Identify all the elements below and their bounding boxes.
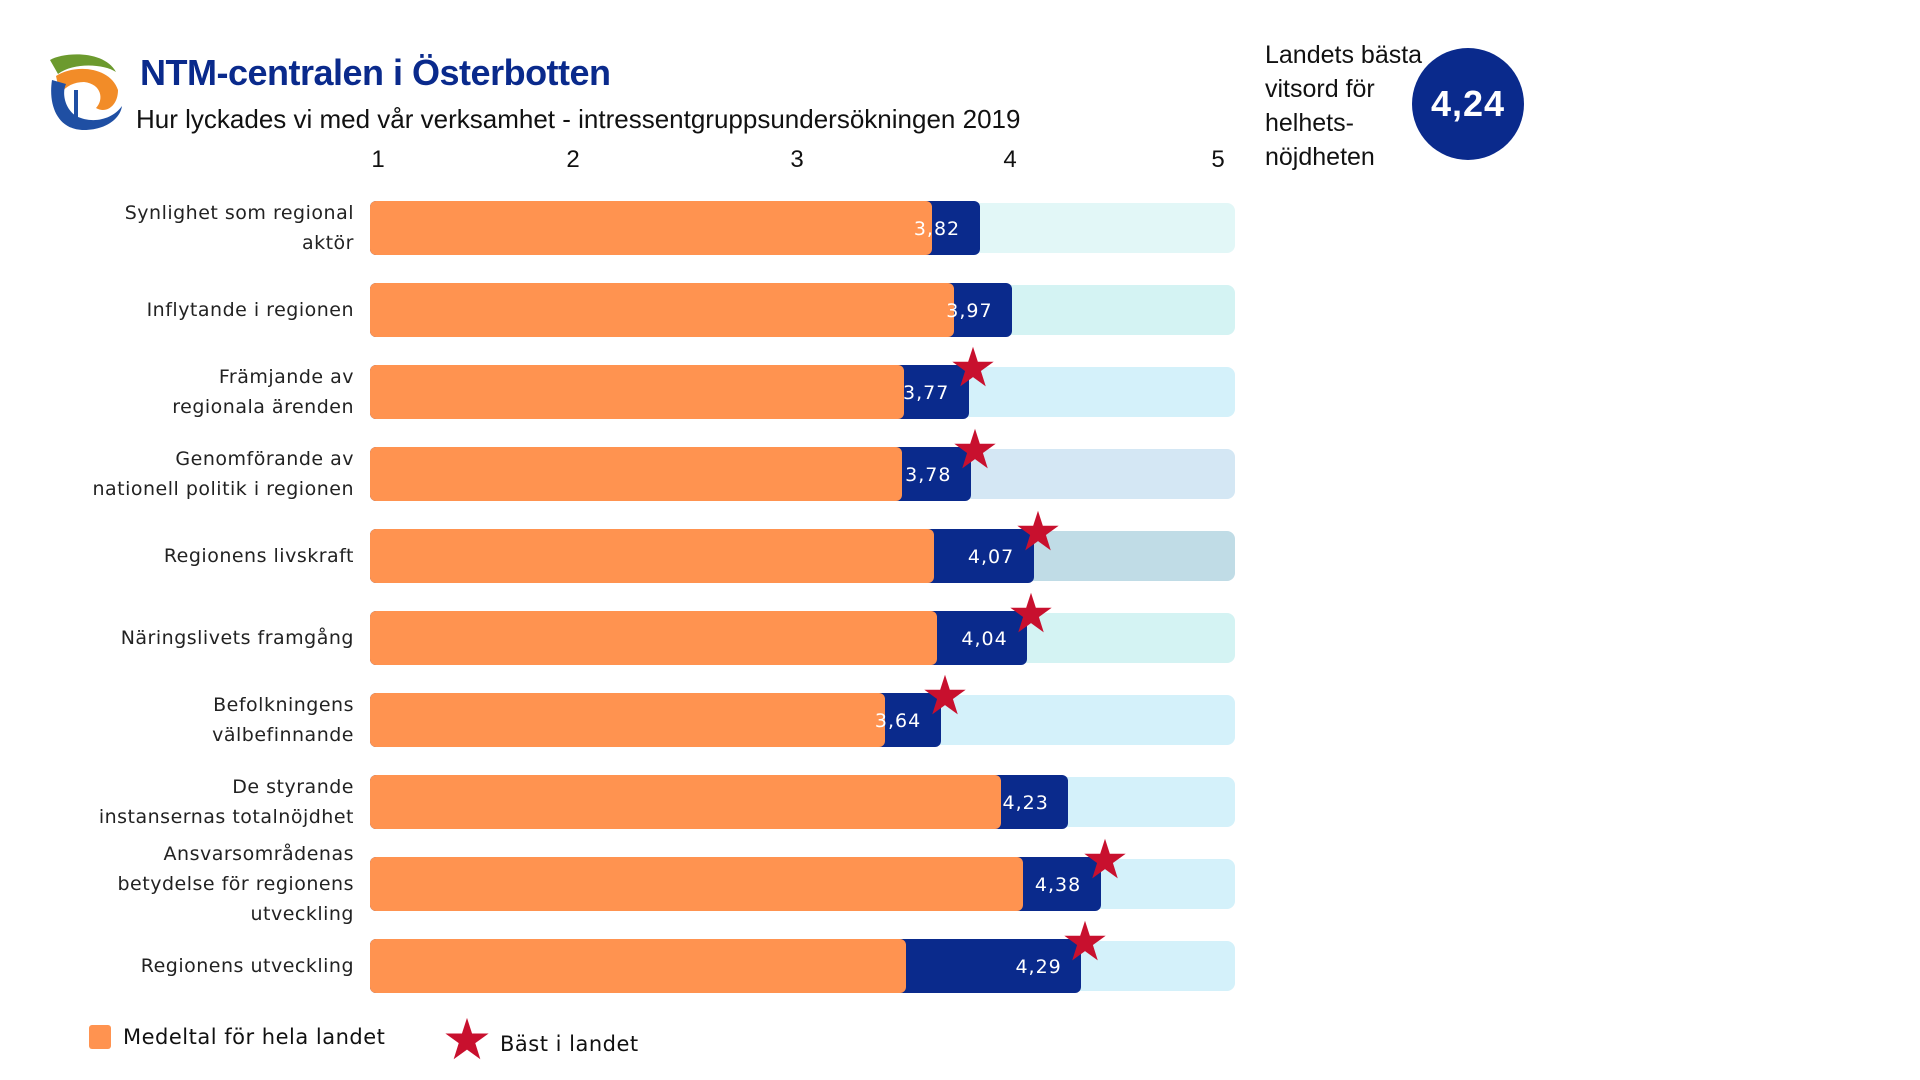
value-data-label: 4,04 bbox=[961, 628, 1008, 650]
average-bar bbox=[370, 365, 905, 419]
value-data-label: 4,29 bbox=[1015, 956, 1062, 978]
category-label-line: instansernas totalnöjdhet bbox=[98, 806, 354, 828]
category-label-line: Regionens livskraft bbox=[163, 545, 354, 567]
best-in-country-star-icon bbox=[1064, 920, 1107, 961]
average-bar bbox=[370, 201, 933, 255]
best-score-label: Landets bästa vitsord för helhets- nöjdh… bbox=[1265, 38, 1435, 174]
category-label-line: Inflytande i regionen bbox=[146, 299, 354, 321]
value-data-label: 4,38 bbox=[1034, 874, 1082, 896]
category-label: Befolkningens välbefinnande bbox=[54, 675, 354, 765]
legend-average-swatch bbox=[89, 1025, 111, 1049]
category-label-line: betydelse för regionens bbox=[117, 873, 354, 895]
category-label-line: utveckling bbox=[250, 903, 354, 925]
category-label-line: Ansvarsområdenas bbox=[163, 843, 354, 865]
x-axis-tick-label: 1 bbox=[371, 146, 385, 173]
category-label-line: Befolkningens bbox=[213, 694, 354, 716]
category-label-line: regionala ärenden bbox=[172, 396, 354, 418]
best-score-label-line: vitsord för bbox=[1265, 75, 1375, 103]
value-data-label: 3,78 bbox=[905, 464, 952, 486]
legend-star-icon bbox=[445, 1017, 489, 1060]
category-label-line: Synlighet som regional bbox=[124, 202, 354, 224]
best-score-label-line: helhets- bbox=[1265, 109, 1354, 137]
category-label-line: Regionens utveckling bbox=[140, 955, 354, 977]
average-bar bbox=[370, 693, 885, 747]
best-score-badge: 4,24 bbox=[1412, 48, 1524, 160]
average-bar bbox=[370, 857, 1024, 911]
best-score-label-line: Landets bästa bbox=[1265, 41, 1423, 69]
best-in-country-star-icon bbox=[1010, 592, 1053, 633]
average-bar bbox=[370, 447, 902, 501]
average-bar bbox=[370, 283, 954, 337]
value-data-label: 3,64 bbox=[874, 710, 922, 732]
best-in-country-star-icon bbox=[924, 674, 966, 715]
value-data-label: 3,82 bbox=[913, 218, 961, 240]
best-score-label-line: nöjdheten bbox=[1265, 143, 1375, 171]
value-data-label: 3,77 bbox=[903, 382, 950, 404]
category-label-line: De styrande bbox=[232, 776, 354, 798]
category-label: Inflytande i regionen bbox=[54, 265, 354, 355]
category-label: Synlighet som regional aktör bbox=[54, 183, 354, 273]
category-label-line: välbefinnande bbox=[212, 724, 354, 746]
value-data-label: 3,97 bbox=[946, 300, 993, 322]
category-label: Främjande av regionala ärenden bbox=[54, 347, 354, 437]
category-label: Regionens livskraft bbox=[54, 511, 354, 601]
average-bar bbox=[370, 611, 937, 665]
category-label: Näringslivets framgång bbox=[54, 593, 354, 683]
x-axis-tick-label: 4 bbox=[1003, 146, 1017, 173]
best-in-country-star-icon bbox=[1084, 838, 1126, 879]
page-title: NTM-centralen i Österbotten bbox=[140, 52, 611, 93]
value-data-label: 4,23 bbox=[1002, 792, 1049, 814]
value-data-label: 4,07 bbox=[967, 546, 1015, 568]
best-in-country-star-icon bbox=[1017, 510, 1059, 551]
page-subtitle: Hur lyckades vi med vår verksamhet - int… bbox=[136, 104, 1021, 134]
best-in-country-star-icon bbox=[954, 428, 996, 469]
legend-average-label: Medeltal för hela landet bbox=[123, 1025, 386, 1049]
category-label: Genomförande av nationell politik i regio… bbox=[54, 429, 354, 519]
best-in-country-star-icon bbox=[952, 346, 994, 387]
x-axis-tick-label: 2 bbox=[566, 146, 580, 173]
average-bar bbox=[370, 775, 1002, 829]
ntm-logo-icon bbox=[50, 54, 122, 130]
average-bar bbox=[370, 939, 907, 993]
x-axis-tick-label: 5 bbox=[1211, 146, 1225, 173]
category-label-line: Näringslivets framgång bbox=[120, 627, 354, 649]
legend-best-label: Bäst i landet bbox=[500, 1032, 639, 1056]
average-bar bbox=[370, 529, 935, 583]
category-label: Regionens utveckling bbox=[54, 921, 354, 1011]
x-axis-tick-label: 3 bbox=[790, 146, 804, 173]
category-label: De styrande instansernas totalnöjdhet bbox=[54, 757, 354, 847]
category-label-line: Genomförande av bbox=[175, 448, 354, 470]
category-label-line: Främjande av bbox=[218, 366, 354, 388]
category-label: Ansvarsområdenas betydelse för regionens u… bbox=[54, 839, 354, 929]
category-label-line: aktör bbox=[301, 232, 354, 254]
category-label-line: nationell politik i regionen bbox=[92, 478, 354, 500]
